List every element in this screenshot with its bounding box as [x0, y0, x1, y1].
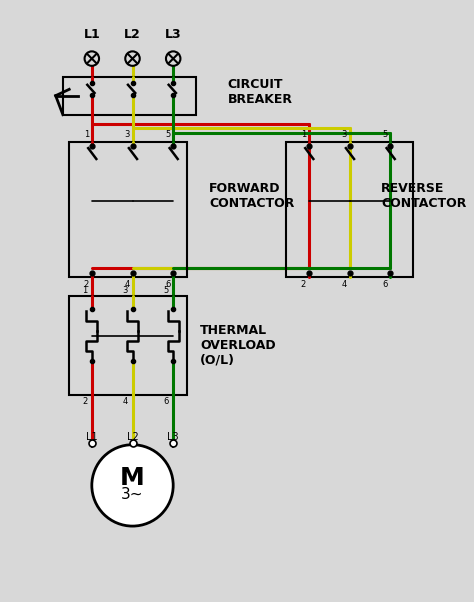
Text: 3: 3 [124, 130, 130, 139]
Text: 6: 6 [163, 397, 169, 406]
Text: 3: 3 [341, 130, 347, 139]
Text: 3~: 3~ [121, 487, 144, 502]
Bar [63, 76, 196, 114]
Text: 4: 4 [123, 397, 128, 406]
Text: 6: 6 [165, 280, 171, 289]
Text: L3: L3 [167, 432, 179, 442]
Text: L1: L1 [86, 432, 98, 442]
Text: 5: 5 [165, 130, 170, 139]
Bar [69, 296, 187, 395]
Text: 2: 2 [84, 280, 89, 289]
Text: L2: L2 [124, 28, 141, 40]
Bar [69, 142, 187, 278]
Text: 3: 3 [123, 285, 128, 294]
Text: 1: 1 [84, 130, 89, 139]
Text: 5: 5 [382, 130, 387, 139]
Text: FORWARD
CONTACTOR: FORWARD CONTACTOR [210, 182, 295, 210]
Text: M: M [120, 466, 145, 490]
Text: CIRCUIT
BREAKER: CIRCUIT BREAKER [228, 78, 292, 106]
Text: 5: 5 [164, 285, 169, 294]
Circle shape [92, 445, 173, 526]
Text: L3: L3 [165, 28, 182, 40]
Text: 1: 1 [301, 130, 306, 139]
Bar [286, 142, 413, 278]
Text: L2: L2 [127, 432, 138, 442]
Text: L1: L1 [83, 28, 100, 40]
Text: 6: 6 [382, 280, 387, 289]
Text: 4: 4 [125, 280, 130, 289]
Text: 4: 4 [341, 280, 346, 289]
Text: 2: 2 [82, 397, 87, 406]
Text: 1: 1 [82, 285, 87, 294]
Text: THERMAL
OVERLOAD
(O/L): THERMAL OVERLOAD (O/L) [201, 324, 276, 367]
Text: REVERSE
CONTACTOR: REVERSE CONTACTOR [381, 182, 466, 210]
Text: 2: 2 [301, 280, 306, 289]
